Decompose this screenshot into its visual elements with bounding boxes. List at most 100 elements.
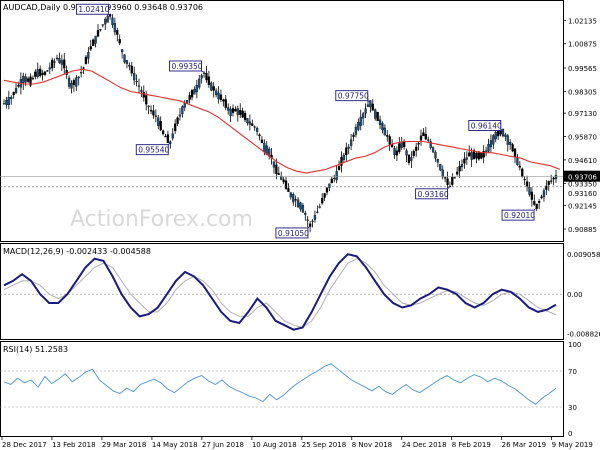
price-candle — [304, 212, 307, 215]
price-candle — [29, 76, 32, 86]
price-candle — [145, 95, 148, 105]
macd-tick-label: 0.00 — [567, 291, 583, 299]
price-candle — [255, 128, 259, 132]
price-candle — [164, 136, 167, 138]
price-candle — [171, 133, 174, 139]
price-candle — [280, 176, 283, 180]
price-candle — [475, 153, 478, 159]
price-candle — [157, 117, 160, 126]
price-candle — [287, 188, 290, 192]
price-candle — [224, 99, 227, 108]
date-tick-label: 8 Feb 2019 — [452, 441, 491, 449]
price-candle — [55, 57, 59, 60]
price-candle — [48, 67, 51, 70]
price-candle — [489, 140, 493, 148]
annotation-label: 1.02410 — [78, 5, 109, 14]
price-candle — [142, 92, 145, 98]
price-candle — [400, 141, 403, 148]
price-candle — [149, 110, 153, 112]
price-candle — [359, 116, 362, 126]
price-candle — [349, 139, 353, 146]
annotation-box — [468, 120, 502, 131]
price-candle — [128, 65, 131, 67]
price-candle — [239, 109, 242, 115]
macd-header: MACD(12,26,9) -0.002433 -0.004588 — [3, 247, 151, 256]
price-candle — [75, 77, 78, 87]
price-candle — [113, 23, 117, 33]
price-candle — [118, 39, 121, 44]
annotation-leader — [500, 130, 503, 132]
annotation-leader — [533, 207, 537, 211]
price-candle — [453, 177, 456, 179]
price-candle — [217, 92, 220, 100]
price-candle — [159, 121, 162, 131]
price-candle — [422, 132, 425, 137]
price-candle — [79, 72, 83, 74]
price-candle — [417, 143, 420, 145]
price-candle — [251, 123, 254, 126]
price-candle — [24, 76, 27, 83]
price-candle — [229, 109, 232, 117]
date-tick-label: 29 Mar 2018 — [102, 441, 146, 449]
watermark: ActionForex.com — [70, 207, 253, 232]
price-candle — [10, 97, 13, 100]
price-candle — [135, 81, 138, 83]
price-candle — [364, 108, 367, 114]
price-candle — [92, 39, 95, 46]
price-candle — [104, 19, 107, 25]
date-axis: 28 Dec 2017 13 Feb 2018 29 Mar 2018 14 May … — [1, 436, 593, 449]
price-candle — [386, 135, 389, 137]
price-candle — [325, 187, 329, 193]
price-candle — [347, 146, 350, 149]
price-candle — [511, 144, 514, 152]
price-candle — [525, 181, 529, 187]
annotation-box — [335, 90, 369, 102]
price-candle — [70, 83, 73, 89]
price-candle — [277, 173, 280, 175]
price-candle — [53, 61, 56, 63]
price-candle — [173, 123, 177, 132]
price-candle — [202, 72, 206, 74]
price-candle — [494, 132, 497, 140]
price-candle — [393, 148, 396, 156]
price-candle — [316, 211, 319, 213]
price-candle — [480, 152, 483, 159]
price-candle — [236, 108, 239, 116]
price-candle — [446, 178, 449, 185]
price-candle — [301, 205, 305, 213]
price-candle — [294, 199, 297, 201]
price-candle — [410, 157, 413, 161]
price-candle — [183, 102, 186, 108]
annotation-label: 0.91050 — [278, 229, 309, 238]
annotation-label: 0.95540 — [138, 146, 169, 155]
price-candle — [243, 112, 247, 121]
price-candle — [463, 158, 466, 164]
price-candle — [407, 154, 411, 163]
price-candle — [34, 71, 37, 77]
price-candle — [328, 183, 331, 188]
price-candle — [345, 147, 348, 156]
price-candle — [193, 89, 196, 95]
price-candle — [137, 85, 141, 87]
price-candle — [130, 65, 133, 74]
price-candle — [504, 134, 507, 137]
price-candle — [275, 164, 278, 174]
price-candle — [388, 136, 391, 145]
rsi-tick-label: 70 — [568, 368, 577, 376]
price-candle — [456, 171, 459, 175]
price-candle — [552, 177, 555, 180]
price-candle — [306, 219, 309, 221]
price-candle — [535, 203, 538, 209]
price-candle — [427, 139, 430, 141]
date-tick-label: 27 Jun 2018 — [202, 441, 244, 449]
price-candle — [533, 201, 536, 205]
price-candle — [299, 202, 302, 210]
price-candle — [58, 58, 61, 64]
price-candle — [72, 80, 76, 85]
price-candle — [470, 152, 473, 160]
price-candle — [198, 78, 201, 88]
price-candle — [260, 139, 264, 143]
price-candle — [468, 152, 471, 157]
price-candle — [12, 91, 15, 96]
